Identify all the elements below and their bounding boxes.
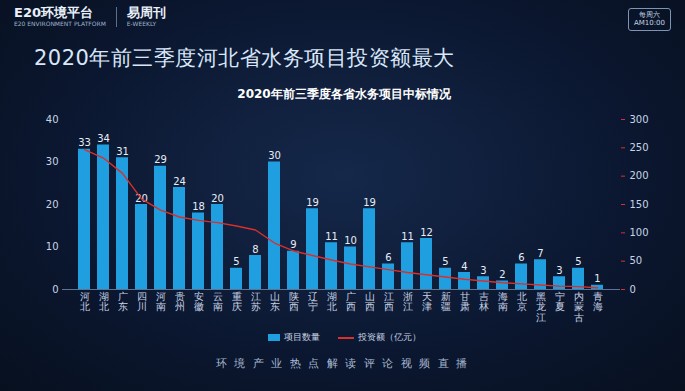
svg-text:10: 10	[46, 241, 59, 252]
svg-text:陕西: 陕西	[289, 291, 299, 313]
svg-text:250: 250	[630, 142, 649, 153]
svg-text:19: 19	[363, 197, 376, 208]
svg-text:18: 18	[192, 201, 205, 212]
svg-text:30: 30	[46, 156, 59, 167]
svg-text:11: 11	[325, 231, 338, 242]
svg-text:浙江: 浙江	[403, 291, 413, 313]
svg-text:3: 3	[556, 265, 562, 276]
svg-text:9: 9	[290, 239, 296, 250]
svg-text:5: 5	[442, 256, 448, 267]
svg-text:湖北: 湖北	[327, 291, 337, 313]
svg-text:青海: 青海	[593, 291, 603, 313]
svg-text:河北: 河北	[80, 291, 90, 313]
svg-text:50: 50	[630, 255, 643, 266]
svg-text:甘肃: 甘肃	[460, 291, 470, 313]
svg-text:100: 100	[630, 227, 649, 238]
svg-text:3: 3	[480, 265, 486, 276]
svg-text:12: 12	[420, 227, 433, 238]
svg-text:内蒙古: 内蒙古	[574, 291, 584, 323]
html-text:每周六: 每周六	[639, 11, 660, 19]
svg-text:新疆: 新疆	[441, 291, 451, 313]
svg-text:19: 19	[306, 197, 319, 208]
svg-text:7: 7	[537, 248, 543, 259]
html-text:2020年前三季度河北省水务项目投资额最大: 2020年前三季度河北省水务项目投资额最大	[34, 46, 455, 70]
html-text:E20环境平台: E20环境平台	[14, 5, 93, 20]
svg-text:1: 1	[594, 273, 600, 284]
svg-text:山西: 山西	[365, 291, 375, 313]
svg-text:重庆: 重庆	[232, 291, 242, 313]
svg-text:150: 150	[630, 199, 649, 210]
svg-text:300: 300	[630, 114, 649, 125]
html-text:2020年前三季度各省水务项目中标情况: 2020年前三季度各省水务项目中标情况	[237, 87, 451, 101]
svg-text:20: 20	[135, 192, 148, 204]
svg-text:10: 10	[344, 235, 357, 246]
svg-text:宁夏: 宁夏	[555, 291, 565, 313]
svg-text:江苏: 江苏	[251, 291, 261, 313]
svg-text:2: 2	[499, 269, 505, 280]
svg-text:11: 11	[401, 231, 414, 242]
svg-text:6: 6	[385, 252, 391, 263]
svg-text:31: 31	[116, 146, 129, 157]
svg-text:0: 0	[630, 284, 636, 295]
svg-text:20: 20	[211, 193, 224, 204]
svg-text:山东: 山东	[270, 291, 280, 313]
svg-text:30: 30	[268, 150, 281, 161]
html-text:AM10:00: AM10:00	[634, 19, 665, 28]
svg-text:29: 29	[154, 154, 167, 165]
svg-text:海南: 海南	[498, 291, 508, 313]
svg-text:200: 200	[630, 170, 649, 181]
svg-text:5: 5	[575, 256, 581, 267]
html-text:项目数量: 项目数量	[283, 332, 320, 342]
svg-text:江西: 江西	[384, 291, 394, 313]
svg-text:8: 8	[252, 244, 258, 255]
svg-text:河南: 河南	[156, 291, 166, 313]
svg-text:湖北: 湖北	[99, 291, 109, 313]
svg-text:5: 5	[233, 256, 239, 267]
svg-text:33: 33	[78, 137, 91, 148]
svg-text:广东: 广东	[118, 291, 128, 313]
html-text:E-WEEKLY: E-WEEKLY	[126, 20, 157, 27]
svg-text:24: 24	[173, 176, 186, 187]
html-text:E20 ENVIRONMENT PLATFORM: E20 ENVIRONMENT PLATFORM	[14, 20, 106, 27]
svg-text:40: 40	[46, 114, 59, 125]
svg-text:四川: 四川	[137, 291, 147, 313]
svg-text:34: 34	[97, 133, 110, 144]
html-text:环 境 产 业 热 点 解 读 评 论 视 频 直 播: 环 境 产 业 热 点 解 读 评 论 视 频 直 播	[215, 357, 470, 370]
svg-text:0: 0	[52, 284, 58, 295]
svg-text:天津: 天津	[422, 291, 432, 313]
svg-text:4: 4	[461, 261, 467, 272]
svg-text:云南: 云南	[213, 291, 223, 313]
html-text:投资额（亿元）: 投资额（亿元）	[357, 332, 421, 342]
svg-text:吉林: 吉林	[478, 291, 489, 313]
svg-text:20: 20	[46, 199, 59, 210]
svg-text:贵州: 贵州	[175, 291, 185, 313]
svg-text:6: 6	[518, 252, 524, 263]
svg-text:安徽: 安徽	[194, 291, 204, 313]
svg-text:黑龙江: 黑龙江	[536, 291, 546, 323]
svg-text:北京: 北京	[517, 291, 527, 313]
html-text:易周刊: 易周刊	[126, 5, 166, 20]
svg-text:广西: 广西	[346, 291, 356, 313]
svg-text:辽宁: 辽宁	[308, 291, 318, 313]
